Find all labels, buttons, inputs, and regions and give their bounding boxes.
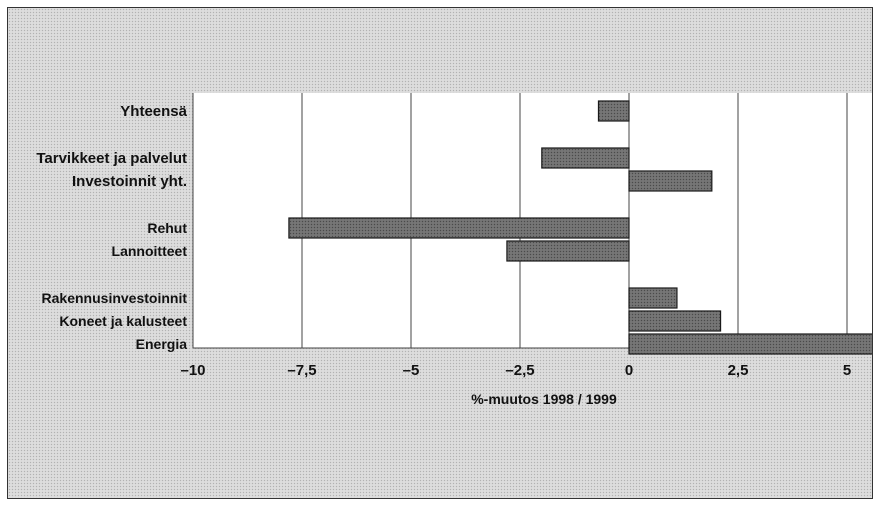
bar-1 [541,147,630,169]
x-tick-label-2: –5 [403,362,420,379]
x-tick-label-0: –10 [180,362,205,379]
category-label-7: Energia [136,336,188,352]
category-label-2: Investoinnit yht. [72,173,187,190]
x-tick-label-3: –2,5 [505,362,534,379]
category-label-6: Koneet ja kalusteet [59,313,187,329]
x-tick-labels: –10 –7,5 –5 –2,5 0 2,5 5 [180,362,851,379]
bar-chart: Yhteensä Tarvikkeet ja palvelut Investoinn… [36,93,872,407]
chart-frame: Yhteensä Tarvikkeet ja palvelut Investoinn… [7,7,873,499]
bar-3 [288,217,630,239]
bar-5 [628,287,678,309]
category-label-3: Rehut [147,220,187,236]
category-label-4: Lannoitteet [112,243,188,259]
x-tick-label-1: –7,5 [287,362,316,379]
bar-7 [628,333,872,355]
category-labels: Yhteensä Tarvikkeet ja palvelut Investoinn… [36,103,187,352]
category-label-5: Rakennusinvestoinnit [42,290,188,306]
category-label-0: Yhteensä [120,103,187,120]
x-axis-title: %-muutos 1998 / 1999 [471,391,617,407]
bars [288,100,872,355]
bar-2 [628,170,713,192]
bar-6 [628,310,722,332]
category-label-1: Tarvikkeet ja palvelut [36,150,187,167]
bar-0 [597,100,630,122]
x-tick-label-6: 5 [843,362,851,379]
x-tick-label-5: 2,5 [728,362,749,379]
x-tick-label-4: 0 [625,362,633,379]
bar-4 [506,240,630,262]
